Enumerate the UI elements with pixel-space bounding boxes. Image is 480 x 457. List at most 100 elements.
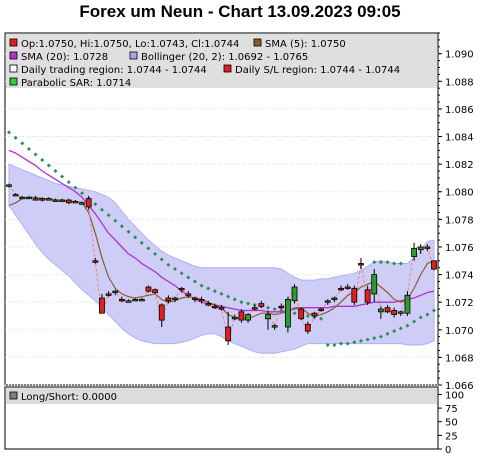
legend-label: SMA (5): 1.0750 — [265, 39, 346, 50]
sub-y-tick-label: 0 — [445, 445, 451, 456]
candle-body — [278, 305, 285, 309]
candle-body — [165, 297, 172, 302]
sar-point — [93, 202, 98, 207]
sar-point — [372, 260, 377, 265]
sar-point — [173, 267, 178, 272]
candle-body — [118, 299, 125, 302]
y-tick-label: 1.086 — [445, 105, 474, 116]
candle-body — [318, 308, 325, 311]
sar-point — [7, 130, 11, 135]
candle-body — [152, 289, 158, 293]
candle-body — [225, 326, 232, 342]
candle-body — [26, 196, 32, 200]
sar-point — [392, 261, 397, 266]
sar-point — [392, 329, 397, 334]
candle-body — [311, 312, 318, 317]
sar-point — [40, 157, 45, 162]
indicator-legend-label: Long/Short: 0.0000 — [21, 392, 117, 403]
red-square-icon — [223, 64, 232, 73]
legend-label: Daily trading region: 1.0744 - 1.0744 — [21, 65, 207, 76]
legend: Op:1.0750, Hi:1.0750, Lo:1.0743, Cl:1.07… — [6, 34, 437, 89]
candle-body — [304, 323, 311, 332]
legend-box — [6, 34, 437, 88]
candle-body — [371, 274, 378, 295]
candle-body — [65, 199, 72, 204]
sar-point — [113, 218, 118, 223]
candle-body — [198, 299, 205, 302]
sar-point — [46, 163, 51, 168]
sar-point — [365, 337, 370, 342]
sar-point — [153, 251, 158, 256]
sar-point — [378, 334, 383, 339]
red-square-icon — [9, 38, 18, 47]
candle-body — [218, 307, 225, 310]
candle-body — [298, 308, 305, 320]
sar-point — [66, 180, 71, 185]
green-square-icon — [9, 77, 18, 86]
candle-body — [404, 294, 411, 314]
candle-body — [125, 300, 132, 303]
sub-y-tick-label: 25 — [445, 431, 458, 442]
sar-point — [106, 213, 111, 218]
candle-body — [145, 286, 152, 292]
sar-point — [199, 283, 204, 288]
candle-body — [344, 286, 351, 289]
candle-body — [92, 260, 99, 263]
sar-point — [292, 311, 297, 316]
legend-label: SMA (20): 1.0728 — [21, 52, 108, 63]
sar-point — [385, 260, 390, 265]
sar-point — [398, 261, 403, 266]
chart-title: Forex um Neun - Chart 13.09.2023 09:05 — [79, 2, 401, 21]
sar-point — [146, 246, 151, 251]
sar-point — [372, 336, 377, 341]
candle-body — [291, 286, 298, 302]
candle-body — [185, 293, 192, 296]
sar-point — [99, 207, 104, 212]
bollinger-area — [8, 163, 435, 354]
gray-square-icon — [9, 391, 18, 400]
sar-point — [159, 257, 164, 262]
y-tick-label: 1.082 — [445, 160, 474, 171]
sub-y-tick-label: 75 — [445, 404, 458, 415]
sar-point — [80, 191, 85, 196]
sar-point — [133, 235, 138, 240]
candle-body — [258, 303, 265, 307]
candle-body — [331, 297, 338, 300]
legend-label: Parabolic SAR: 1.0714 — [21, 78, 131, 89]
sar-point — [398, 326, 403, 331]
candle-body — [384, 307, 391, 313]
sar-point — [378, 260, 383, 265]
candle-body — [211, 305, 218, 309]
y-tick-label: 1.080 — [445, 188, 474, 199]
candle-body — [132, 299, 139, 302]
sar-point — [279, 308, 284, 313]
candles — [6, 183, 437, 345]
sar-point — [352, 340, 357, 345]
sar-point — [119, 224, 124, 229]
sar-point — [232, 297, 237, 302]
sar-point — [339, 341, 344, 346]
candle-body — [39, 198, 46, 201]
sar-point — [166, 262, 171, 267]
y-tick-label: 1.090 — [445, 50, 474, 61]
sar-points — [7, 130, 436, 347]
candle-body — [6, 184, 12, 187]
candle-body — [245, 314, 251, 321]
candle-body — [59, 199, 66, 202]
sar-point — [332, 342, 337, 347]
candle-body — [45, 198, 52, 201]
sar-point — [226, 294, 231, 299]
candle-body — [112, 290, 119, 294]
candle-body — [52, 199, 59, 202]
candle-body — [158, 304, 165, 321]
sar-point — [325, 342, 330, 347]
sar-point — [272, 307, 277, 312]
candle-body — [411, 247, 417, 258]
purple-square-icon — [9, 51, 18, 60]
y-tick-label: 1.066 — [445, 381, 474, 392]
y-tick-label: 1.084 — [445, 133, 474, 144]
lavender-square-icon — [129, 51, 138, 60]
candle-body — [285, 299, 291, 328]
sar-point — [206, 286, 211, 291]
